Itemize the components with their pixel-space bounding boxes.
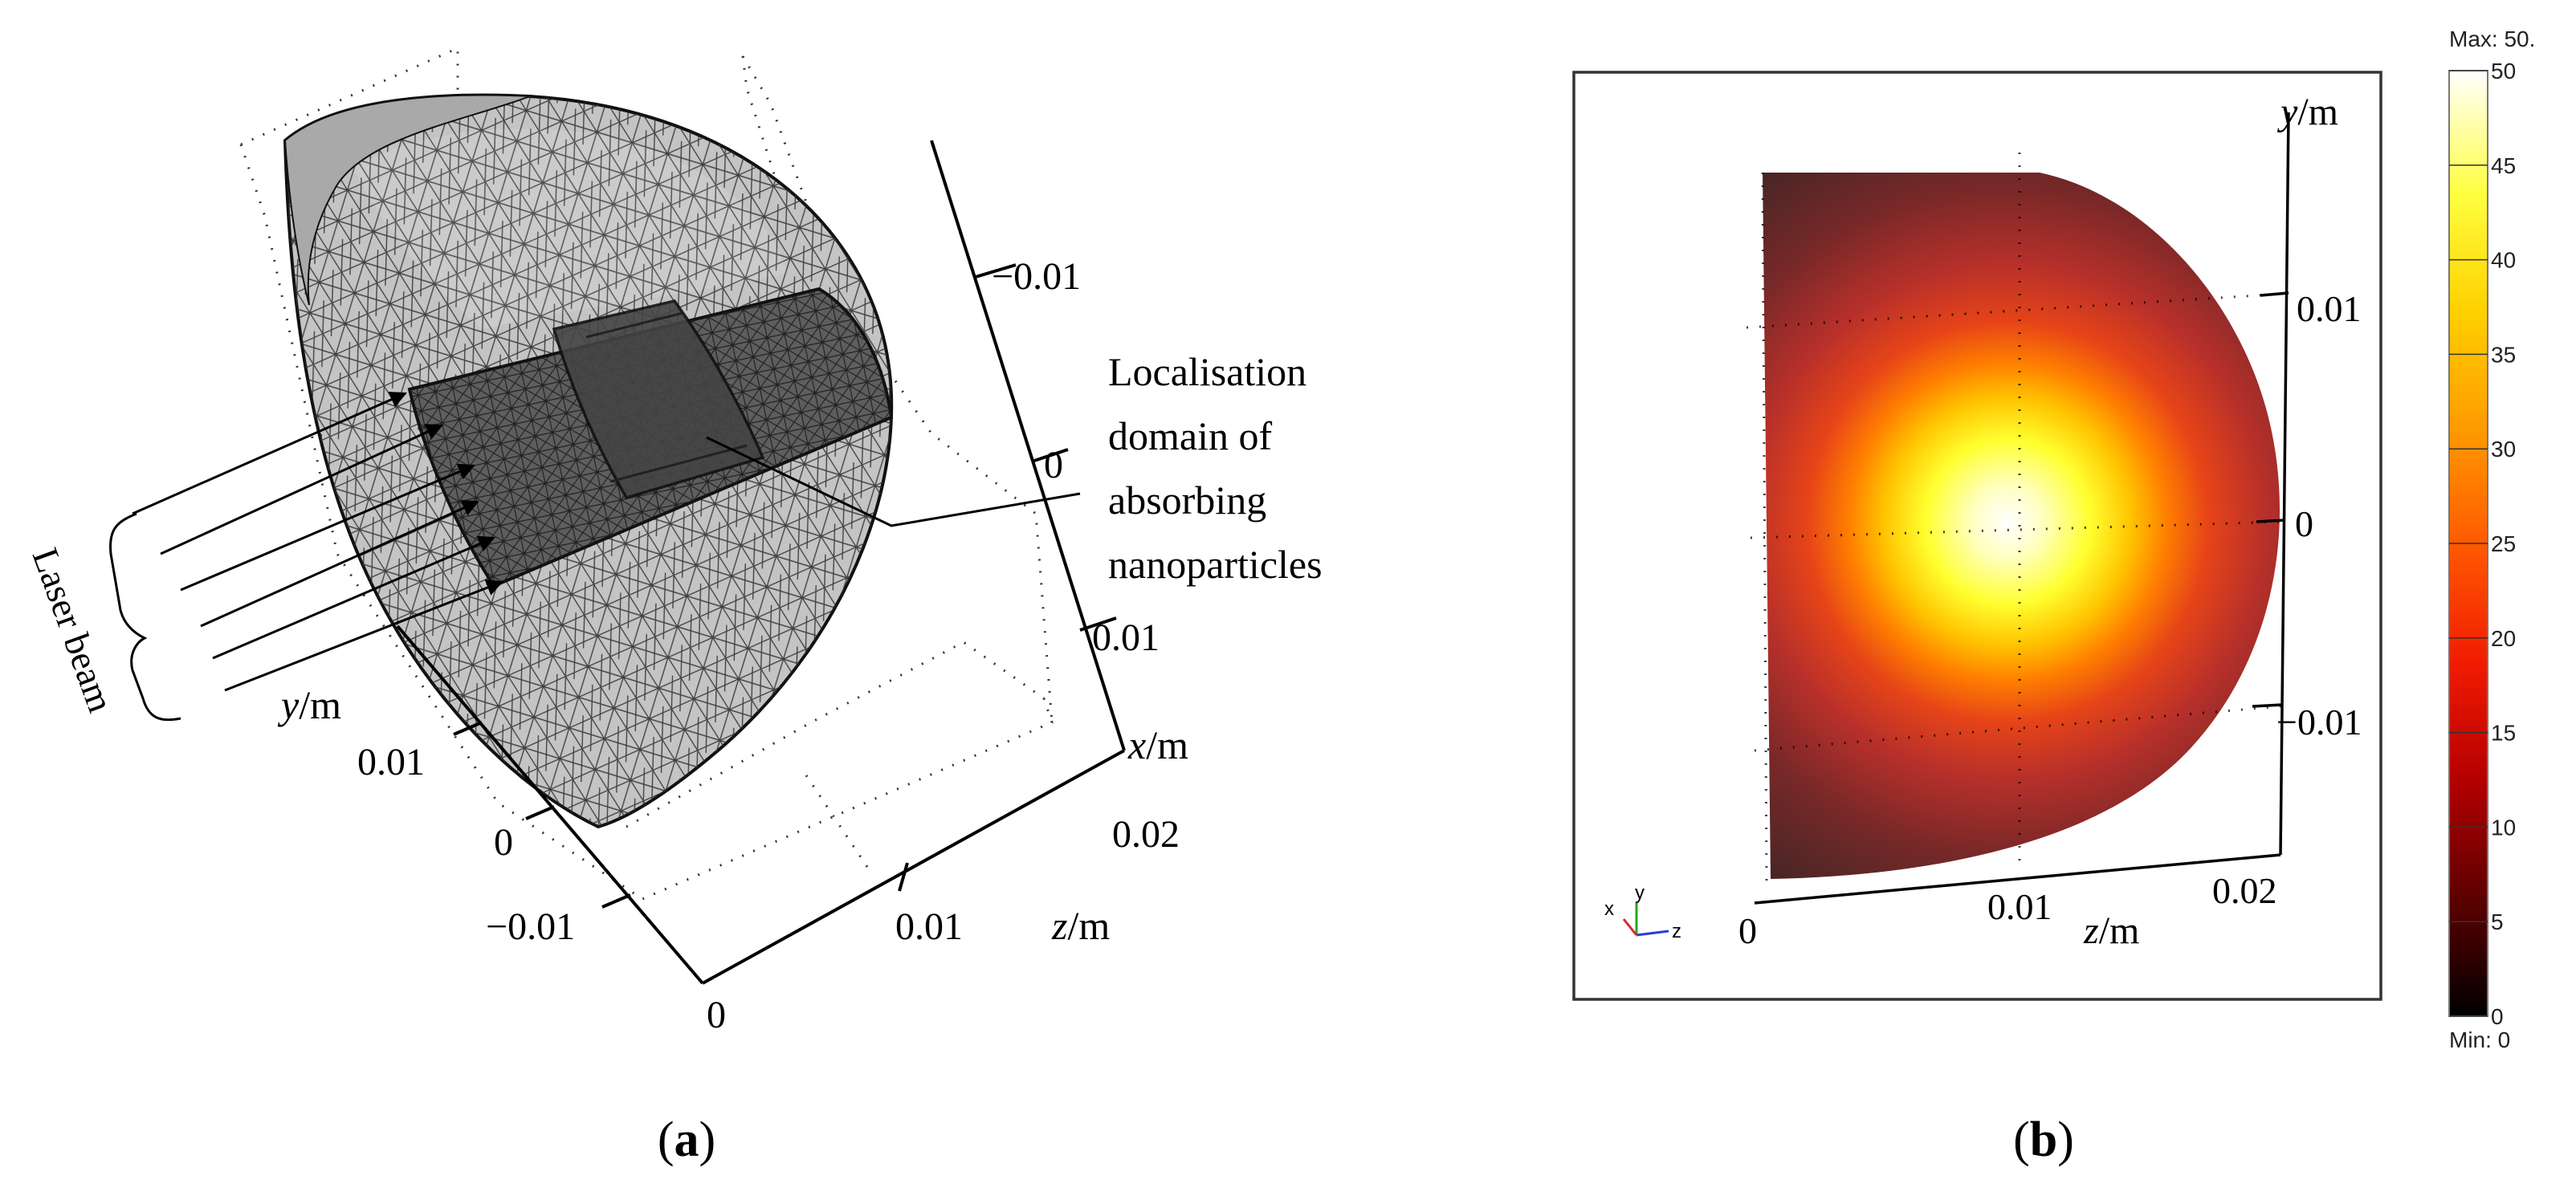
z-axis-label-b: z/m: [2083, 909, 2139, 952]
z-tick-b-2: 0.02: [2212, 870, 2277, 911]
x-tick-a-0: −0.01: [992, 255, 1081, 298]
annotation-line-4: nanoparticles: [1108, 542, 1323, 587]
y-axis-label-a: y/m: [277, 682, 341, 727]
z-tick-b-0: 0: [1738, 910, 1757, 951]
annotation-text: Localisation domain of absorbing nanopar…: [1108, 349, 1323, 587]
caption-a: (a): [658, 1113, 715, 1167]
caption-b: (b): [2013, 1113, 2074, 1167]
triad-x-label: x: [1604, 898, 1614, 920]
x-axis-label-a: x/m: [1127, 722, 1188, 767]
annotation-line-3: absorbing: [1108, 478, 1266, 523]
y-tick-b-1: 0: [2295, 503, 2313, 544]
colorbar-tick-label: 10: [2491, 815, 2516, 840]
laser-beam-label: Laser beam: [25, 543, 122, 718]
temperature-field: [1763, 173, 2280, 879]
x-tick-a-1: 0: [1044, 444, 1063, 486]
z-axis-label-a: z/m: [1051, 903, 1110, 948]
colorbar-tick-label: 30: [2491, 437, 2516, 462]
triad-z-label: z: [1672, 921, 1681, 942]
x-tick-a-2: 0.01: [1092, 616, 1160, 659]
laser-arrows: [132, 392, 503, 692]
x-tick-a-3: 0.02: [1112, 813, 1180, 856]
y-tick-b-2: −0.01: [2276, 702, 2362, 742]
laser-brace: [108, 512, 181, 722]
colorbar-tick-label: 20: [2491, 626, 2516, 651]
y-tick-b-0: 0.01: [2297, 288, 2362, 329]
colorbar-max-label: Max: 50.: [2449, 26, 2535, 51]
triad-y-label: y: [1635, 882, 1645, 904]
y-tick-a-2: −0.01: [486, 905, 575, 948]
colorbar-min-label: Min: 0: [2449, 1027, 2510, 1052]
z-tick-b-1: 0.01: [1987, 886, 2052, 927]
colorbar-tick-label: 45: [2491, 153, 2516, 178]
axes-a: [396, 140, 1126, 985]
y-axis-label-b: y/m: [2276, 91, 2338, 133]
annotation-leader: [706, 436, 1081, 527]
colorbar-tick-label: 35: [2491, 342, 2516, 367]
colorbar-tick-label: 5: [2491, 909, 2504, 934]
flat-face: [283, 94, 531, 306]
panel-b: 0.01 0 −0.01 y/m 0 0.01 0.02 z/m y x z M…: [1572, 26, 2535, 1167]
annotation-line-2: domain of: [1108, 413, 1272, 458]
annotation-line-1: Localisation: [1108, 349, 1306, 394]
y-tick-a-0: 0.01: [357, 741, 425, 783]
orientation-triad: y x z: [1604, 882, 1681, 942]
y-tick-a-1: 0: [494, 821, 513, 864]
axes-b: [1754, 112, 2290, 905]
colorbar-tick-label: 50: [2491, 59, 2516, 83]
colorbar-tick-label: 25: [2491, 531, 2516, 556]
colorbar-tick-label: 15: [2491, 721, 2516, 746]
absorbing-cube: [552, 299, 765, 500]
panel-a: Laser beam Localisation domain of absorb…: [25, 46, 1323, 1167]
z-tick-a-1: 0.01: [895, 905, 963, 948]
grid-b: [1746, 153, 2297, 884]
colorbar-tick-label: 40: [2491, 248, 2516, 273]
z-tick-a-0: 0: [707, 994, 726, 1036]
dotted-bounding-box: [239, 46, 1054, 901]
colorbar-tick-label: 0: [2491, 1004, 2504, 1029]
